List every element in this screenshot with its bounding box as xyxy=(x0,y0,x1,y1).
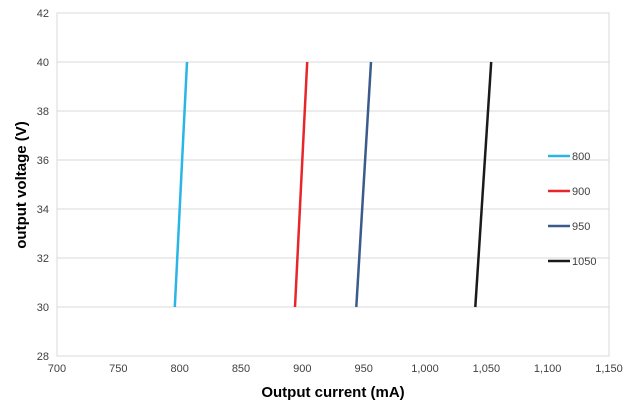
x-tick-label-900: 900 xyxy=(293,363,311,375)
x-tick-label-1100: 1,100 xyxy=(534,363,562,375)
y-axis-tick-labels: 28 30 32 34 36 38 40 42 xyxy=(37,8,49,363)
x-axis-tick-labels: 700 750 800 850 900 950 1,000 1,050 1,100 1,150 xyxy=(48,363,623,375)
x-tick-label-1050: 1,050 xyxy=(473,363,501,375)
y-tick-label-30: 30 xyxy=(37,302,49,314)
y-tick-label-32: 32 xyxy=(37,253,49,265)
series-lines xyxy=(173,61,493,308)
legend-label-900: 900 xyxy=(572,186,590,198)
legend-label-1050: 1050 xyxy=(572,256,596,268)
y-tick-label-42: 42 xyxy=(37,8,49,20)
y-tick-label-28: 28 xyxy=(37,351,49,363)
y-tick-label-34: 34 xyxy=(37,204,49,216)
legend-label-800: 800 xyxy=(572,151,590,163)
legend-label-950: 950 xyxy=(572,221,590,233)
series-line-800 xyxy=(173,61,189,308)
y-tick-label-38: 38 xyxy=(37,106,49,118)
x-tick-label-1000: 1,000 xyxy=(411,363,439,375)
gridlines xyxy=(57,61,609,308)
series-line-950 xyxy=(355,61,373,308)
plot-area xyxy=(56,12,610,357)
x-tick-label-700: 700 xyxy=(48,363,66,375)
series-line-900 xyxy=(293,61,309,308)
legend: 800 900 950 1050 xyxy=(548,151,596,268)
series-line-1050 xyxy=(474,61,493,308)
x-tick-label-1150: 1,150 xyxy=(595,363,623,375)
y-axis-title: output voltage (V) xyxy=(13,121,30,249)
x-axis-title: Output current (mA) xyxy=(261,384,404,401)
x-tick-label-950: 950 xyxy=(354,363,372,375)
x-tick-label-850: 850 xyxy=(232,363,250,375)
x-tick-label-800: 800 xyxy=(170,363,188,375)
x-tick-label-750: 750 xyxy=(109,363,127,375)
y-tick-label-36: 36 xyxy=(37,155,49,167)
y-tick-label-40: 40 xyxy=(37,57,49,69)
